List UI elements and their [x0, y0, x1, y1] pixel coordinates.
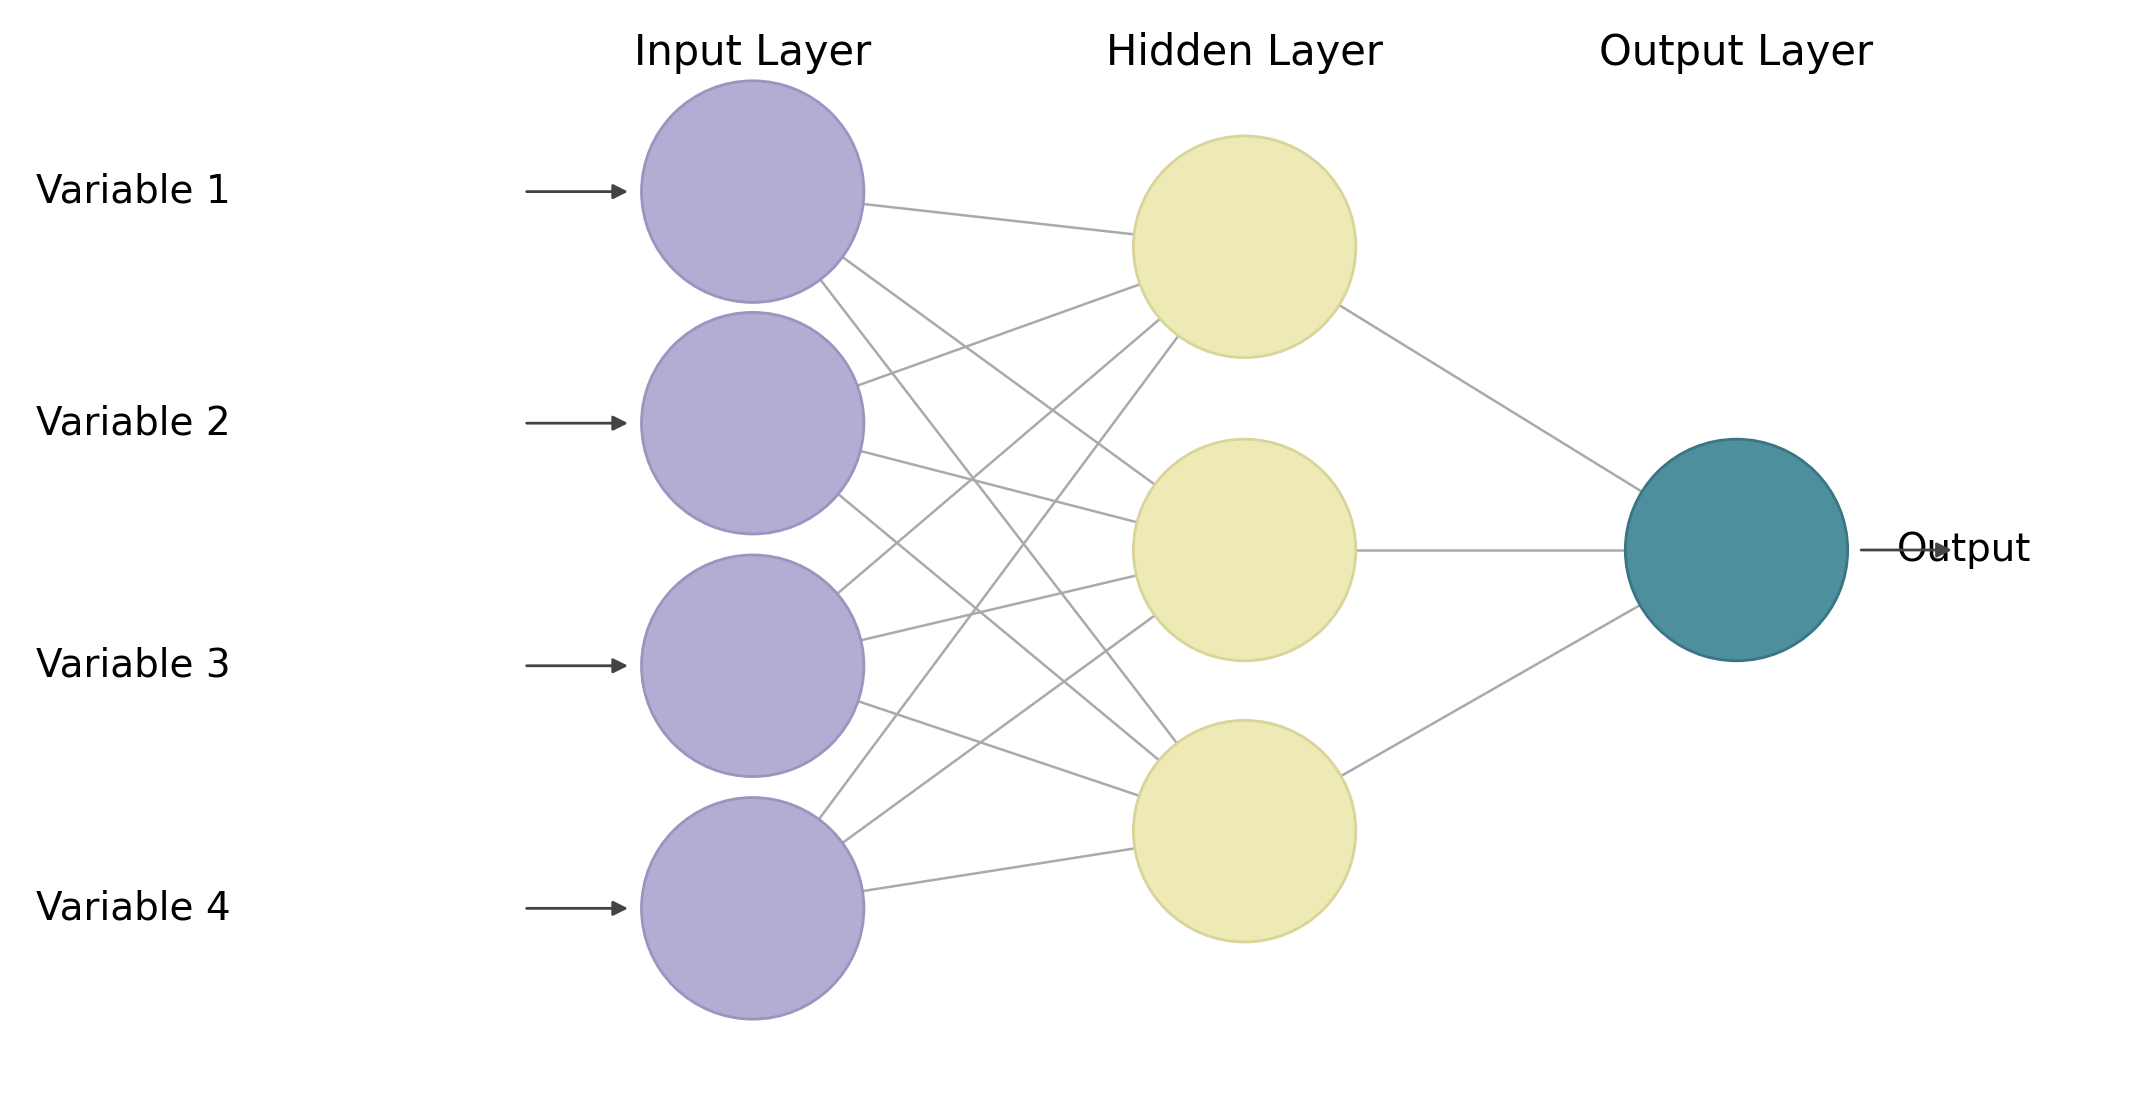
Text: Input Layer: Input Layer [633, 32, 872, 73]
Ellipse shape [642, 312, 863, 534]
Text: Variable 4: Variable 4 [36, 889, 232, 928]
Ellipse shape [642, 81, 863, 302]
Ellipse shape [1625, 439, 1849, 661]
Ellipse shape [642, 556, 863, 777]
Ellipse shape [1134, 720, 1355, 942]
Text: Output: Output [1898, 531, 2031, 569]
Text: Variable 3: Variable 3 [36, 647, 232, 684]
Ellipse shape [1134, 136, 1355, 358]
Ellipse shape [1134, 439, 1355, 661]
Text: Variable 1: Variable 1 [36, 172, 232, 211]
Text: Variable 2: Variable 2 [36, 404, 232, 442]
Text: Hidden Layer: Hidden Layer [1106, 32, 1383, 73]
Text: Output Layer: Output Layer [1600, 32, 1874, 73]
Ellipse shape [642, 798, 863, 1019]
